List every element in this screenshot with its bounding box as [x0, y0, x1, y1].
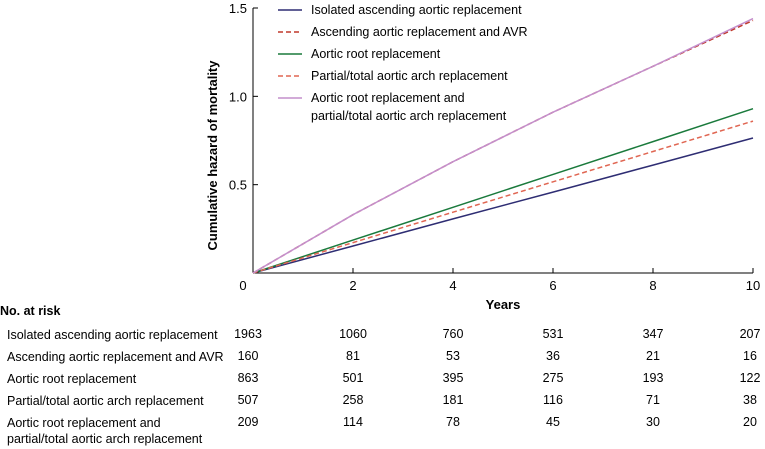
legend-label-2: Aortic root replacement [311, 47, 441, 61]
risk-value: 181 [442, 393, 464, 407]
risk-value: 53 [446, 349, 460, 363]
risk-value: 81 [346, 349, 360, 363]
risk-table-title: No. at risk [0, 304, 61, 318]
risk-value: 863 [237, 371, 259, 385]
y-axis-label: Cumulative hazard of mortality [205, 60, 220, 251]
risk-value: 45 [546, 415, 560, 429]
risk-row-label: Aortic root replacement [7, 372, 137, 386]
risk-value: 21 [646, 349, 660, 363]
x-tick-label: 10 [746, 278, 760, 293]
y-tick-label: 1.0 [229, 89, 247, 104]
risk-value: 395 [442, 371, 464, 385]
risk-value: 36 [546, 349, 560, 363]
risk-value: 1060 [339, 327, 367, 341]
x-tick-label: 8 [649, 278, 656, 293]
x-tick-label: 6 [549, 278, 556, 293]
risk-value: 16 [743, 349, 757, 363]
risk-value: 160 [237, 349, 259, 363]
x-axis-label: Years [486, 297, 521, 310]
risk-value: 114 [343, 415, 363, 429]
risk-value: 78 [446, 415, 460, 429]
risk-value: 501 [342, 371, 364, 385]
legend-label-1: Ascending aortic replacement and AVR [311, 25, 528, 39]
legend-label-4: partial/total aortic arch replacement [311, 109, 507, 123]
series-line-0 [252, 137, 754, 274]
risk-value: 30 [646, 415, 660, 429]
risk-value: 1963 [234, 327, 262, 341]
risk-row-label: Partial/total aortic arch replacement [7, 394, 204, 408]
risk-value: 207 [739, 327, 761, 341]
risk-row-label: Ascending aortic replacement and AVR [7, 350, 224, 364]
x-tick-label: 0 [239, 278, 246, 293]
risk-value: 275 [542, 371, 564, 385]
series-line-4 [252, 17, 754, 274]
risk-value: 193 [642, 371, 664, 385]
risk-value: 531 [542, 327, 564, 341]
risk-value: 258 [342, 393, 364, 407]
series-line-2 [252, 107, 754, 274]
hazard-chart: 0 2 4 6 8 10 0.5 1.0 1.5 Years Cumulative hazard o… [205, 1, 760, 310]
risk-value: 507 [237, 393, 259, 407]
risk-value: 38 [743, 393, 757, 407]
risk-value: 71 [646, 393, 660, 407]
risk-value: 116 [543, 393, 563, 407]
risk-value: 347 [642, 327, 664, 341]
legend-label-3: Partial/total aortic arch replacement [311, 69, 508, 83]
legend-label-0: Isolated ascending aortic replacement [311, 3, 522, 17]
x-tick-label: 2 [349, 278, 356, 293]
legend-label-4: Aortic root replacement and [311, 91, 465, 105]
risk-value: 122 [739, 371, 761, 385]
risk-value: 760 [442, 327, 464, 341]
x-tick-label: 4 [449, 278, 456, 293]
risk-value: 209 [237, 415, 259, 429]
risk-row-label: Isolated ascending aortic replacement [7, 328, 218, 342]
y-tick-label: 1.5 [229, 1, 247, 16]
risk-row-label: Aortic root replacement and partial/tota… [7, 416, 203, 446]
y-tick-label: 0.5 [229, 178, 247, 193]
risk-value: 20 [743, 415, 757, 429]
series-line-3 [252, 120, 754, 274]
